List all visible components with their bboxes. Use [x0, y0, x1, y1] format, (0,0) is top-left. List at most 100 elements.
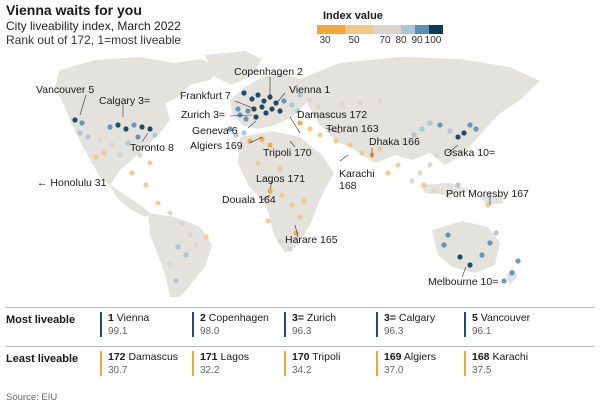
city-dot: [297, 214, 303, 220]
chart-title: Vienna waits for you: [6, 2, 142, 18]
city-dot: [419, 126, 425, 132]
land-australia: [432, 221, 500, 273]
city-dot: [243, 116, 249, 122]
label-vienna: Vienna 1: [289, 84, 330, 96]
label-douala: Douala 164: [222, 194, 276, 206]
label-damascus: Damascus 172: [297, 109, 367, 121]
city-dot: [147, 160, 153, 166]
land-africa: [238, 131, 334, 253]
city-dot: [253, 114, 259, 120]
legend-swatch-1: [317, 25, 345, 34]
least-liveable-cell: 168 Karachi 37.5: [464, 351, 544, 376]
legend-swatch-6: [429, 25, 443, 34]
most-liveable-cell: 1 Vienna 99.1: [100, 312, 180, 337]
city-dot: [115, 122, 121, 128]
legend-tick-70: 70: [379, 35, 391, 46]
legend-swatch-2: [345, 25, 373, 34]
source-note: Source: EIU: [6, 392, 58, 403]
least-liveable-city: 170 Tripoli: [292, 351, 341, 363]
legend-ticks: 30 50 70 80 90 100: [317, 34, 447, 48]
color-legend: Index value 30 50 70 80 90 100: [317, 10, 447, 48]
legend-swatch-3: [373, 25, 401, 34]
city-dot: [269, 106, 275, 112]
city-dot: [267, 188, 273, 194]
least-liveable-cell: 171 Lagos 32.2: [192, 351, 272, 376]
label-tripoli: Tripoli 170: [263, 147, 312, 159]
label-frankfurt: Frankfurt 7: [180, 90, 231, 102]
chart-note: Rank out of 172, 1=most liveable: [6, 33, 182, 47]
city-dot: [135, 134, 141, 140]
city-dot: [117, 152, 123, 158]
table-divider-middle: [6, 346, 594, 347]
least-liveable-city: 172 Damascus: [108, 351, 179, 363]
city-dot: [485, 202, 491, 208]
label-karachi-rank: 168: [339, 180, 357, 192]
city-dot: [421, 182, 427, 188]
legend-swatch-4: [401, 25, 415, 34]
city-dot: [175, 244, 181, 250]
least-liveable-score: 37.5: [472, 365, 492, 376]
label-vancouver: Vancouver 5: [36, 84, 94, 96]
label-zurich: Zurich 3=: [181, 109, 225, 121]
land-asia: [300, 57, 540, 165]
label-honolulu: ← Honolulu 31: [37, 177, 107, 189]
legend-title: Index value: [323, 10, 383, 22]
leader-lines: [79, 77, 491, 278]
city-dot: [261, 98, 267, 104]
city-dot: [152, 132, 158, 138]
city-dot: [411, 132, 417, 138]
most-liveable-rank: 5: [472, 312, 478, 324]
land-north-america: [55, 57, 222, 185]
least-liveable-rank: 169: [384, 351, 402, 363]
city-dot: [241, 90, 247, 96]
city-dot: [279, 192, 285, 198]
most-liveable-cell: 2 Copenhagen 98.0: [192, 312, 272, 337]
city-dot: [295, 108, 301, 114]
least-liveable-cell: 169 Algiers 37.0: [376, 351, 456, 376]
city-dot: [445, 192, 451, 198]
city-dot: [259, 104, 265, 110]
most-liveable-city: 5 Vancouver: [472, 312, 531, 324]
city-dot: [277, 166, 283, 172]
city-dot: [273, 100, 279, 106]
city-dot: [301, 198, 307, 204]
city-dot: [389, 142, 395, 148]
city-dot: [437, 122, 443, 128]
city-dot: [455, 134, 461, 140]
city-dot: [377, 146, 383, 152]
label-harare: Harare 165: [285, 234, 338, 246]
city-dot: [187, 232, 193, 238]
city-dot: [147, 126, 153, 132]
most-liveable-label: Most liveable: [6, 314, 76, 326]
city-dot: [339, 102, 345, 108]
city-dot: [289, 102, 295, 108]
city-dot: [72, 117, 78, 123]
most-liveable-score: 99.1: [108, 326, 128, 337]
city-dot: [287, 246, 293, 252]
city-dot: [179, 220, 185, 226]
most-liveable-score: 96.3: [384, 326, 404, 337]
label-osaka: Osaka 10=: [444, 147, 495, 159]
city-dot: [333, 138, 339, 144]
city-dot: [461, 130, 467, 136]
city-dot: [245, 108, 251, 114]
city-dot: [109, 142, 115, 148]
city-dot: [395, 162, 401, 168]
least-liveable-cell: 172 Damascus 30.7: [100, 351, 180, 376]
least-liveable-rank: 172: [108, 351, 126, 363]
city-dot: [249, 96, 255, 102]
least-liveable-city: 171 Lagos: [200, 351, 250, 363]
least-liveable-rank: 168: [472, 351, 490, 363]
city-dot: [347, 142, 353, 148]
city-dot: [289, 202, 295, 208]
city-dot: [455, 182, 461, 188]
city-dot: [255, 92, 261, 98]
least-liveable-rank: 171: [200, 351, 218, 363]
city-dot: [501, 278, 507, 284]
city-dot: [493, 230, 499, 236]
city-dot: [359, 150, 365, 156]
most-liveable-cell: 5 Vancouver 96.1: [464, 312, 544, 337]
city-dot: [155, 200, 161, 206]
label-lagos: Lagos 171: [256, 173, 305, 185]
city-dot: [107, 124, 113, 130]
